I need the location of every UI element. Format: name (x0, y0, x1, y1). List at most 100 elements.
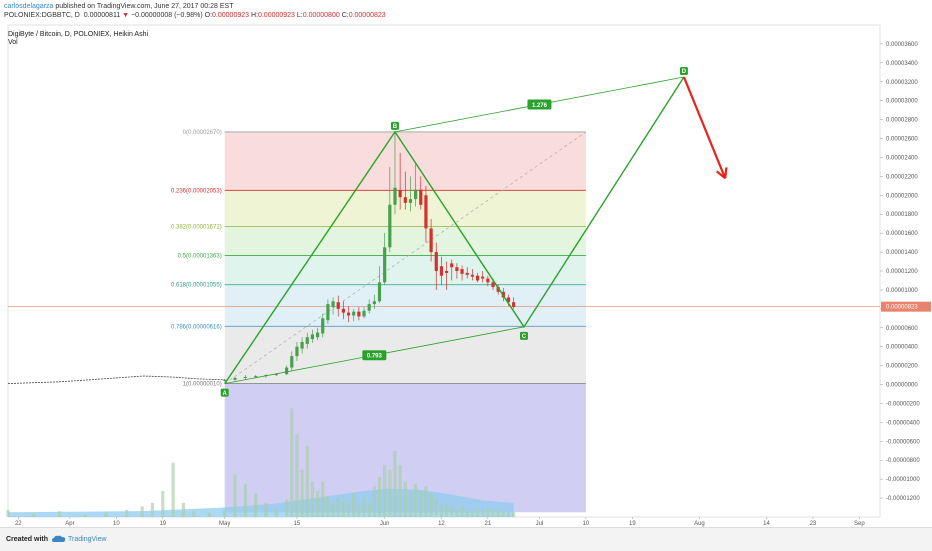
volume-bar (104, 512, 108, 517)
fib-label-0.618: 0.618(0.00001055) (171, 283, 222, 289)
fib-label-0.786: 0.786(0.00000616) (171, 324, 222, 330)
volume-bar (83, 514, 87, 517)
candle-body (285, 367, 289, 375)
volume-bar (207, 512, 211, 517)
y-tick-label: -0.00000400 (886, 420, 920, 426)
pattern-point-marker-C (519, 331, 528, 340)
publish-info: published on TradingView.com, June 27, 2… (53, 3, 234, 10)
volume-bar (512, 512, 516, 517)
pattern-point-label-B: B (393, 124, 398, 130)
fib-label-1: 1(0.00000010) (183, 382, 222, 388)
fib-trend-line (224, 131, 587, 384)
y-tick-label: 0.00000400 (886, 345, 918, 351)
fib-band-0.5 (224, 255, 586, 285)
author-link[interactable]: carlosdelagarza (4, 3, 54, 10)
open-label: O: (204, 12, 213, 19)
tradingview-brand[interactable]: TradingView (68, 536, 107, 543)
volume-bar (346, 502, 351, 517)
volume-bar (321, 481, 325, 517)
volume-bar (341, 500, 345, 517)
volume-bar (419, 491, 423, 517)
candle-body (403, 197, 407, 203)
volume-bar (398, 465, 402, 517)
candle-body (372, 301, 376, 305)
candle-body (336, 302, 340, 309)
x-tick-label: 15 (294, 521, 301, 527)
volume-bar (264, 502, 268, 517)
publish-line: carlosdelagarza published on TradingView… (4, 2, 386, 11)
y-tick-label: 0.00000600 (886, 326, 918, 332)
volume-bar (362, 498, 366, 517)
ratio-badge (362, 350, 387, 361)
x-tick-label: Jul (536, 521, 544, 527)
volume-bar (408, 493, 413, 517)
x-tick-label: Jun (380, 521, 390, 527)
volume-bar (150, 502, 155, 517)
candle-body (455, 267, 459, 271)
volume-ma-area (8, 488, 514, 517)
volume-bar (125, 509, 129, 517)
fib-label-0.5: 0.5(0.00001363) (178, 254, 222, 260)
candle-body (383, 247, 387, 283)
fib-label-0.382: 0.382(0.00001672) (171, 224, 222, 230)
chart-legend: DigiByte / Bitcoin, D, POLONIEX, Heikin … (8, 31, 148, 47)
volume-bar (444, 502, 449, 517)
x-tick-label: 22 (15, 521, 22, 527)
volume-bar (181, 502, 186, 517)
y-tick-label: 0.00001600 (886, 231, 918, 237)
y-tick-label: 0.00002000 (886, 193, 918, 199)
volume-bar (223, 509, 227, 517)
candle-body (424, 195, 428, 229)
candle-body (305, 337, 309, 344)
volume-bar (243, 483, 247, 517)
candle-body (398, 190, 402, 198)
candle-body (315, 332, 320, 338)
price-chart[interactable]: 0(0.00002670) 0.236(0.00002053) 0.382(0.00… (0, 0, 932, 527)
candle-body (367, 304, 371, 311)
ratio-badge (527, 99, 552, 110)
volume-bar (140, 506, 144, 517)
last-price: 0.00000811 (83, 12, 121, 19)
fib-band-0.618 (224, 284, 586, 327)
volume-bar (315, 491, 320, 517)
volume-bar (295, 434, 299, 517)
candle-body (496, 287, 500, 292)
pattern-point-marker-D (679, 67, 688, 76)
low-value: 0.00000800 (302, 12, 340, 19)
volume-bar (377, 476, 382, 517)
high-value: 0.00000923 (257, 12, 295, 19)
candle-body (460, 269, 464, 274)
candle-body (274, 374, 278, 376)
volume-bar (383, 465, 387, 517)
volume-bar (300, 469, 304, 517)
close-label: C: (341, 12, 349, 19)
volume-bar (393, 450, 397, 517)
volume-label: Vol (8, 39, 18, 46)
x-tick-label: 12 (438, 521, 445, 527)
y-tick-label: -0.00000800 (886, 458, 920, 464)
volume-bar (439, 505, 444, 517)
y-tick-label: 0.00003400 (886, 61, 918, 67)
candle-body (254, 376, 258, 378)
pattern-point-label-D: D (682, 69, 687, 75)
tradingview-cloud-icon (52, 535, 66, 542)
y-tick-label: 0.00001800 (886, 212, 918, 218)
volume-bar (475, 508, 480, 517)
candle-body (512, 302, 516, 307)
pattern-point-marker-B (390, 121, 399, 130)
volume-bar (233, 474, 237, 517)
volume-bar (465, 509, 469, 517)
y-tick-label: 0.00003600 (886, 42, 918, 48)
close-value: 0.00000823 (348, 12, 386, 19)
volume-bar (455, 508, 459, 517)
y-tick-label: 0.00001200 (886, 269, 918, 275)
candle-body (491, 282, 495, 288)
volume-bar (388, 469, 392, 517)
fib-band-0.786 (224, 326, 586, 384)
y-tick-label: 0.00001000 (886, 288, 918, 294)
candle-body (377, 282, 382, 302)
volume-bar (274, 507, 278, 517)
candle-body (346, 312, 351, 316)
candle-body (341, 308, 345, 313)
volume-bar (470, 511, 474, 517)
